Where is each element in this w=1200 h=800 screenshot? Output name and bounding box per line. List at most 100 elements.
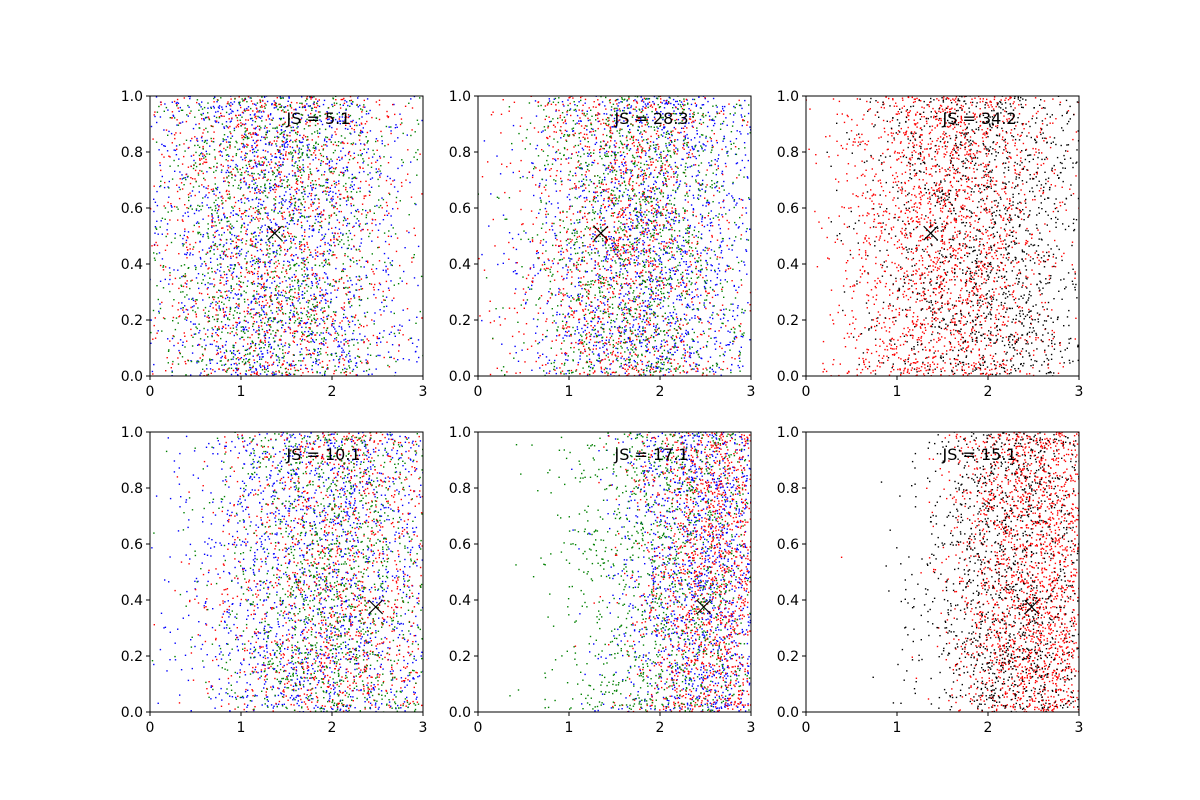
data-point: [356, 218, 358, 220]
data-point: [318, 206, 320, 208]
data-point: [343, 287, 346, 289]
data-point: [206, 232, 208, 234]
data-point: [276, 359, 278, 361]
data-point: [300, 245, 302, 247]
data-point: [246, 198, 248, 200]
data-point: [267, 178, 269, 181]
data-point: [247, 353, 249, 355]
data-point: [613, 197, 615, 199]
data-point: [341, 334, 343, 337]
data-point: [302, 159, 304, 161]
data-point: [295, 138, 298, 141]
data-point: [189, 243, 191, 246]
data-point: [324, 113, 326, 115]
data-point: [312, 201, 314, 203]
data-point: [217, 110, 219, 113]
data-point: [220, 357, 222, 359]
data-point: [359, 360, 362, 362]
data-point: [283, 111, 285, 113]
data-point: [358, 298, 360, 301]
data-point: [626, 144, 628, 146]
data-point: [279, 106, 281, 109]
data-point: [283, 175, 286, 177]
data-point: [673, 273, 676, 275]
data-point: [257, 125, 259, 127]
data-point: [327, 258, 330, 261]
data-point: [256, 156, 259, 158]
data-point: [170, 132, 173, 135]
data-point: [274, 229, 276, 232]
data-point: [236, 322, 238, 324]
data-point: [244, 276, 246, 278]
data-point: [264, 208, 266, 210]
data-point: [354, 176, 356, 179]
data-point: [274, 267, 277, 269]
data-point: [722, 140, 724, 142]
data-point: [322, 316, 325, 319]
data-point: [176, 148, 178, 150]
data-point: [693, 368, 695, 370]
data-point: [213, 285, 215, 288]
data-point: [355, 209, 357, 212]
data-point: [284, 344, 286, 347]
data-point: [272, 171, 274, 173]
data-point: [251, 172, 253, 175]
data-point: [281, 300, 283, 302]
data-point: [246, 233, 248, 236]
data-point: [229, 310, 231, 313]
data-point: [569, 198, 571, 201]
data-point: [334, 244, 336, 247]
data-point: [359, 250, 361, 252]
data-point: [273, 276, 275, 278]
data-point: [308, 174, 310, 176]
data-point: [331, 254, 333, 257]
data-point: [258, 198, 260, 201]
data-point: [582, 295, 584, 297]
data-point: [164, 218, 166, 220]
data-point: [315, 358, 317, 360]
data-point: [233, 267, 235, 270]
data-point: [329, 302, 332, 304]
data-point: [298, 198, 300, 200]
data-point: [606, 300, 609, 303]
data-point: [256, 285, 259, 287]
data-point: [298, 317, 300, 319]
data-point: [241, 225, 243, 227]
x-tick-label: 2: [328, 384, 337, 400]
data-point: [226, 294, 228, 297]
data-point: [281, 206, 283, 209]
data-point: [386, 204, 388, 207]
data-point: [223, 139, 225, 141]
data-point: [236, 235, 238, 237]
data-point: [351, 338, 354, 341]
data-point: [191, 137, 193, 140]
data-point: [213, 318, 216, 321]
data-point: [191, 178, 194, 180]
data-point: [243, 177, 245, 179]
data-point: [300, 226, 303, 229]
data-point: [177, 208, 179, 210]
data-point: [240, 275, 242, 277]
data-point: [314, 258, 316, 260]
data-point: [360, 278, 363, 280]
data-point: [235, 358, 238, 360]
data-point: [355, 260, 358, 262]
data-point: [306, 316, 309, 318]
data-point: [250, 282, 253, 284]
data-point: [351, 121, 353, 123]
data-point: [172, 360, 174, 363]
data-point: [367, 340, 370, 342]
data-point: [352, 177, 354, 179]
data-point: [198, 251, 200, 253]
data-point: [245, 373, 247, 376]
data-point: [293, 367, 296, 369]
data-point: [299, 216, 301, 218]
data-point: [378, 246, 380, 248]
data-point: [364, 106, 366, 108]
data-point: [657, 358, 660, 360]
data-point: [181, 344, 184, 346]
data-point: [281, 215, 283, 217]
data-point: [244, 131, 246, 133]
data-point: [567, 370, 569, 372]
data-point: [407, 339, 410, 341]
